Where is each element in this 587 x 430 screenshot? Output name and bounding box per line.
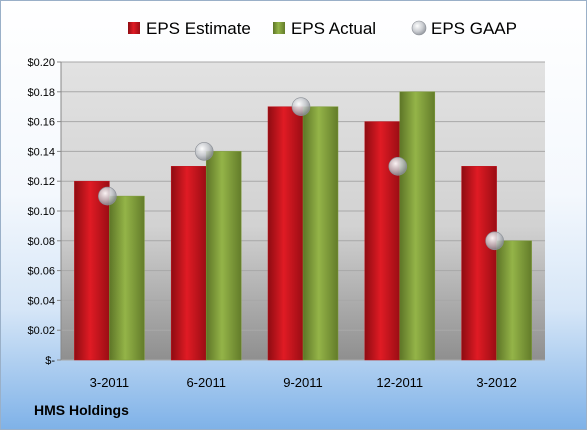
x-tick-label: 3-2012 [476,375,516,390]
x-tick-label: 3-2011 [90,375,130,390]
company-name: HMS Holdings [34,402,129,418]
marker-eps-gaap [388,157,408,176]
y-tick-label: $- [45,355,55,367]
legend-swatch [411,20,427,36]
bar-eps-actual [496,240,532,361]
bar-eps-estimate [364,121,401,361]
legend: EPS Estimate EPS Actual EPS GAAP [128,19,517,38]
y-tick-label: $0.16 [27,117,55,129]
bar-eps-actual [109,195,145,361]
bar-eps-estimate [267,106,304,361]
bar-eps-actual [205,151,242,361]
bar-eps-actual [399,91,436,361]
y-tick-label: $0.20 [27,57,55,69]
gaap-markers [98,97,504,251]
legend-swatch [128,22,140,34]
bar-eps-estimate [461,166,497,361]
x-tick-label: 12-2011 [376,375,423,390]
y-tick-label: $0.08 [27,236,55,248]
y-tick-label: $0.06 [27,266,55,278]
marker-eps-gaap [485,231,504,251]
bars [74,91,532,361]
x-tick-label: 9-2011 [283,375,323,390]
y-tick-label: $0.10 [27,206,55,218]
legend-label: EPS Estimate [146,19,251,38]
y-tick-label: $0.12 [27,176,55,188]
bar-eps-estimate [170,166,207,361]
legend-label: EPS Actual [291,19,376,38]
y-axis-ticks: $- $0.02 $0.04 $0.06 $0.08 $0.10 $0.12 $0.14 $0.… [27,57,62,367]
marker-eps-gaap [98,186,117,206]
y-tick-label: $0.18 [27,87,55,99]
legend-swatch [273,22,285,34]
x-axis-ticks: 3-2011 6-2011 9-2011 12-2011 3-2012 [90,375,517,390]
x-tick-label: 6-2011 [186,375,226,390]
bar-eps-actual [302,106,339,361]
y-tick-label: $0.02 [27,325,55,337]
y-tick-label: $0.04 [27,295,55,307]
marker-eps-gaap [291,97,311,116]
legend-label: EPS GAAP [431,19,517,38]
marker-eps-gaap [194,142,214,161]
y-tick-label: $0.14 [27,146,55,158]
bar-eps-estimate [74,180,110,361]
